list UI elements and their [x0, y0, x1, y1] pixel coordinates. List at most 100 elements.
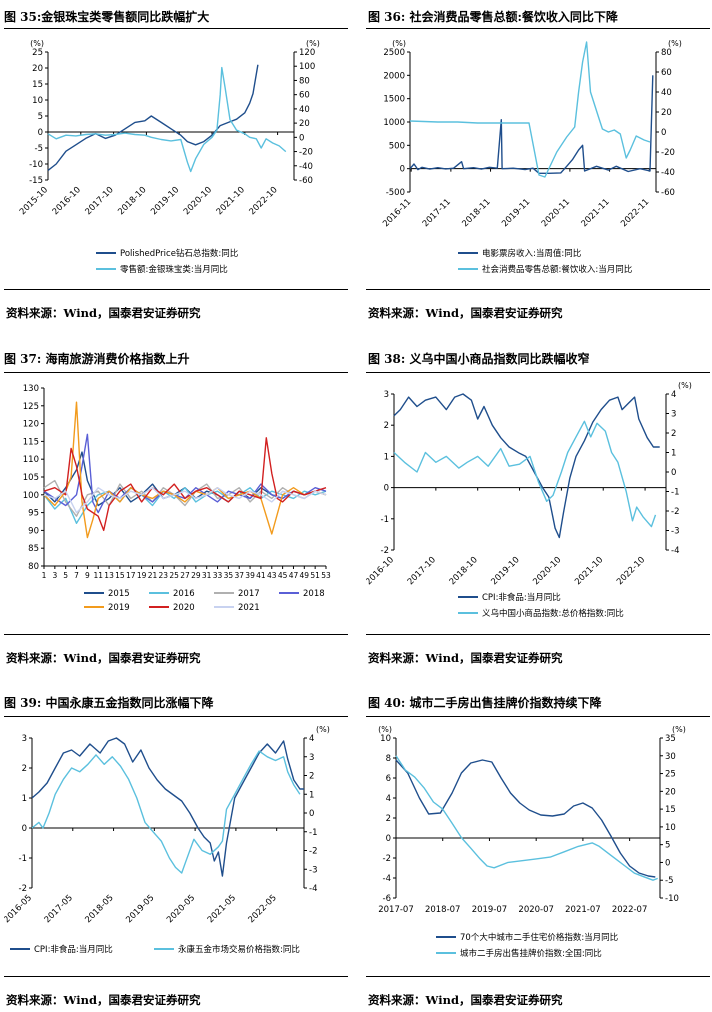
series-line-2021 [43, 487, 327, 514]
series-line-2 [31, 750, 301, 874]
right-tick-label: -2 [309, 847, 317, 857]
legend-label-2016: 2016 [173, 589, 195, 599]
x-tick-label: 41 [256, 571, 266, 580]
x-tick-label: 51 [310, 571, 320, 580]
left-tick-label: 110 [23, 455, 39, 465]
legend-label-2: 永康五金市场交易价格指数:同比 [178, 944, 300, 955]
x-tick-label: 39 [245, 571, 255, 580]
right-tick-label: -1 [309, 828, 317, 838]
right-tick-label: -60 [299, 176, 313, 186]
left-tick-label: 130 [23, 384, 39, 394]
right-tick-label: 20 [665, 787, 676, 797]
x-tick-label: 27 [180, 571, 190, 580]
right-tick-label: -4 [671, 546, 679, 556]
title-rule [366, 716, 710, 717]
chart-36: (%) (%) -500 0 500 1000 1500 2000 2500 -60 -40 -20 0… [381, 39, 682, 275]
left-tick-label: 2 [384, 421, 389, 431]
legend-label-2021: 2021 [238, 603, 260, 613]
x-tick-label: 2022-11 [619, 197, 651, 229]
right-tick-label: 0 [665, 858, 670, 868]
left-tick-label: 120 [23, 420, 39, 430]
right-tick-label: -5 [665, 876, 673, 886]
left-tick-label: 115 [23, 437, 39, 447]
x-tick-label: 2016-05 [4, 893, 34, 925]
source-rule [4, 634, 348, 635]
left-tick-label: -1 [19, 854, 27, 864]
series-line-2 [393, 420, 657, 528]
source-note: 资料来源：Wind，国泰君安证券研究 [6, 306, 201, 320]
left-tick-label: 105 [23, 473, 39, 483]
x-tick-label: 2018-10 [448, 555, 480, 587]
x-tick-label: 2021-10 [215, 185, 247, 217]
x-tick-label: 2021-10 [573, 555, 605, 587]
x-tick-label: 9 [85, 571, 90, 580]
source-note: 资料来源：Wind，国泰君安证券研究 [368, 651, 563, 665]
series-line-2017 [43, 479, 327, 517]
right-tick-label: 60 [299, 91, 310, 101]
x-tick-label: 2017-07 [378, 905, 414, 915]
right-tick-label: 5 [665, 841, 670, 851]
left-tick-label: -2 [383, 854, 391, 864]
series-line-1 [395, 759, 656, 878]
right-axis-unit: (%) [668, 39, 682, 48]
legend-label-2017: 2017 [238, 589, 260, 599]
right-tick-label: 20 [299, 119, 310, 129]
left-tick-label: 10 [32, 96, 43, 106]
left-tick-label: -15 [29, 176, 43, 186]
left-tick-label: -2 [381, 546, 389, 556]
right-tick-label: -10 [665, 894, 679, 904]
left-tick-label: -4 [383, 874, 391, 884]
x-tick-label: 2016-10 [366, 555, 396, 587]
left-tick-label: 0 [22, 824, 27, 834]
x-tick-label: 2016-10 [51, 185, 83, 217]
legend-label-2: 义乌中国小商品指数:总价格指数:同比 [482, 608, 624, 619]
right-tick-label: -3 [671, 527, 679, 537]
right-tick-label: 30 [665, 752, 676, 762]
x-tick-label: 2019-11 [500, 197, 532, 229]
x-tick-label: 23 [159, 571, 169, 580]
right-tick-label: 3 [309, 753, 314, 763]
legend-label-2: 城市二手房出售挂牌价指数:全国:同比 [460, 948, 602, 959]
left-tick-label: 8 [386, 754, 391, 764]
series-line-1 [409, 75, 654, 174]
right-tick-label: 100 [299, 62, 315, 72]
left-axis-unit: (%) [30, 39, 44, 48]
left-tick-label: 25 [32, 48, 43, 58]
right-tick-label: 25 [665, 770, 676, 780]
left-tick-label: -10 [29, 160, 43, 170]
x-tick-label: 3 [52, 571, 57, 580]
right-tick-label: 1 [671, 449, 676, 459]
x-tick-label: 7 [74, 571, 79, 580]
series-line-2 [47, 66, 287, 173]
x-tick-label: 49 [300, 571, 310, 580]
series-line-2019 [43, 401, 327, 539]
x-tick-label: 2019-10 [489, 555, 521, 587]
legend-label-1: PolishedPrice钻石总指数:同比 [120, 248, 238, 259]
left-tick-label: 3 [22, 734, 27, 744]
legend-label-2019: 2019 [108, 603, 130, 613]
figure-title: 图 40: 城市二手房出售挂牌价指数持续下降 [368, 696, 602, 710]
left-tick-label: 10 [380, 734, 391, 744]
right-tick-label: 80 [299, 76, 310, 86]
source-note: 资料来源：Wind，国泰君安证券研究 [6, 651, 201, 665]
series-line-2 [395, 755, 658, 881]
source-rule [366, 289, 710, 290]
left-tick-label: 4 [386, 794, 391, 804]
x-tick-label: 2022-07 [612, 905, 648, 915]
title-rule [366, 372, 710, 373]
left-tick-label: 0 [386, 834, 391, 844]
x-tick-label: 29 [191, 571, 201, 580]
title-rule [4, 372, 348, 373]
left-tick-label: -6 [383, 894, 391, 904]
chart-38: (%) -2 -1 0 1 2 3 -4 -3 -2 -1 0 1 2 3 4 2016-10 2017-10 20… [366, 381, 692, 619]
legend-label-1: CPI:非食品:当月同比 [482, 592, 561, 603]
x-tick-label: 43 [267, 571, 277, 580]
figure-title: 图 37: 海南旅游消费价格指数上升 [4, 352, 190, 366]
right-axis-unit: (%) [306, 39, 320, 48]
left-tick-label: -2 [19, 884, 27, 894]
left-tick-label: 95 [28, 509, 39, 519]
x-tick-label: 53 [321, 571, 331, 580]
x-tick-label: 17 [126, 571, 136, 580]
x-tick-label: 2020-10 [182, 185, 214, 217]
left-tick-label: 85 [28, 544, 39, 554]
